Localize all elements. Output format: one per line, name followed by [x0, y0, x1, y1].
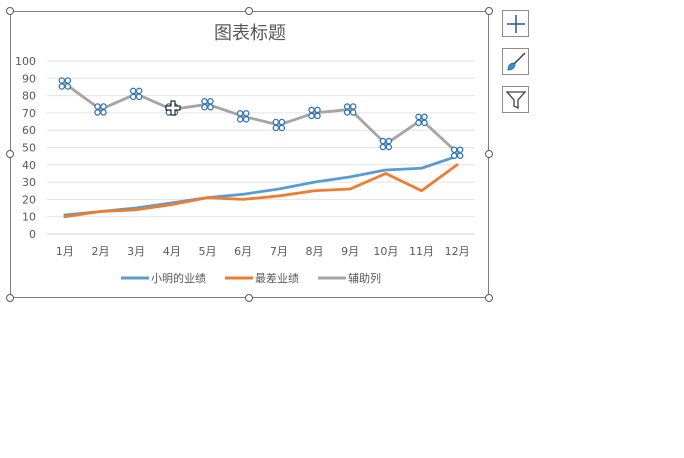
resize-handle-bottom-right[interactable]	[485, 294, 493, 302]
legend-entry[interactable]: 小明的业绩	[121, 271, 206, 285]
y-tick-label: 100	[15, 55, 36, 68]
legend-label: 最差业绩	[255, 271, 299, 285]
x-tick-label: 4月	[163, 245, 181, 258]
x-tick-label: 8月	[306, 245, 324, 258]
legend-entry[interactable]: 辅助列	[318, 271, 381, 285]
plus-icon	[506, 14, 525, 33]
x-tick-label: 2月	[92, 245, 110, 258]
funnel-icon	[505, 90, 526, 109]
gridlines	[47, 60, 475, 235]
selected-point-marker[interactable]	[58, 77, 72, 90]
selected-point-marker[interactable]	[379, 137, 393, 151]
selected-point-marker[interactable]	[272, 118, 286, 132]
selected-point-marker[interactable]	[236, 110, 250, 123]
x-tick-label: 12月	[445, 245, 470, 258]
selected-point-marker[interactable]	[308, 106, 321, 120]
y-axis-labels: 0 10 20 30 40 50 60 70 80 90 100	[15, 55, 36, 241]
y-tick-label: 80	[22, 90, 36, 103]
x-tick-label: 1月	[56, 245, 74, 258]
chart-styles-button[interactable]	[502, 48, 529, 75]
selected-point-marker[interactable]	[94, 103, 107, 116]
resize-handle-left[interactable]	[6, 150, 14, 158]
resize-handle-top-left[interactable]	[6, 7, 14, 15]
x-tick-label: 3月	[127, 245, 145, 258]
y-tick-label: 60	[22, 124, 36, 137]
selected-point-marker[interactable]	[201, 98, 214, 111]
resize-handle-right[interactable]	[485, 150, 493, 158]
resize-handle-top[interactable]	[245, 7, 253, 15]
chart-title[interactable]: 图表标题	[214, 23, 286, 44]
move-cursor-icon	[165, 100, 181, 116]
brush-icon	[507, 51, 526, 70]
y-tick-label: 30	[22, 176, 36, 189]
y-tick-label: 0	[29, 228, 36, 241]
selected-point-marker[interactable]	[450, 146, 464, 159]
y-tick-label: 20	[22, 193, 36, 206]
plot-series	[58, 77, 464, 219]
resize-handle-bottom[interactable]	[245, 294, 253, 302]
x-tick-label: 9月	[341, 245, 359, 258]
series-line-1[interactable]	[63, 163, 459, 219]
x-axis-labels: 1月 2月 3月 4月 5月 6月 7月 8月 9月 10月 11月 12月	[56, 245, 470, 258]
chart-filters-button[interactable]	[502, 86, 529, 113]
resize-handle-bottom-left[interactable]	[6, 294, 14, 302]
legend[interactable]: 小明的业绩 最差业绩 辅助列	[121, 271, 381, 285]
series-line-2[interactable]	[63, 82, 459, 155]
chart-area[interactable]	[10, 11, 489, 298]
chart-elements-button[interactable]	[502, 10, 529, 37]
x-tick-label: 7月	[270, 245, 288, 258]
x-tick-label: 6月	[234, 245, 252, 258]
x-tick-label: 5月	[199, 245, 217, 258]
resize-handle-top-right[interactable]	[485, 7, 493, 15]
y-tick-label: 70	[22, 107, 36, 120]
x-tick-label: 10月	[373, 245, 398, 258]
legend-label: 小明的业绩	[151, 271, 206, 285]
selected-point-marker[interactable]	[129, 87, 143, 101]
y-tick-label: 50	[22, 142, 36, 155]
y-tick-label: 40	[22, 159, 36, 172]
legend-label: 辅助列	[348, 271, 381, 285]
selected-point-marker[interactable]	[343, 103, 357, 116]
series-line-0[interactable]	[63, 154, 459, 217]
legend-entry[interactable]: 最差业绩	[225, 271, 299, 285]
selected-point-marker[interactable]	[415, 113, 428, 127]
x-tick-label: 11月	[409, 245, 434, 258]
y-tick-label: 90	[22, 72, 36, 85]
y-tick-label: 10	[22, 211, 36, 224]
